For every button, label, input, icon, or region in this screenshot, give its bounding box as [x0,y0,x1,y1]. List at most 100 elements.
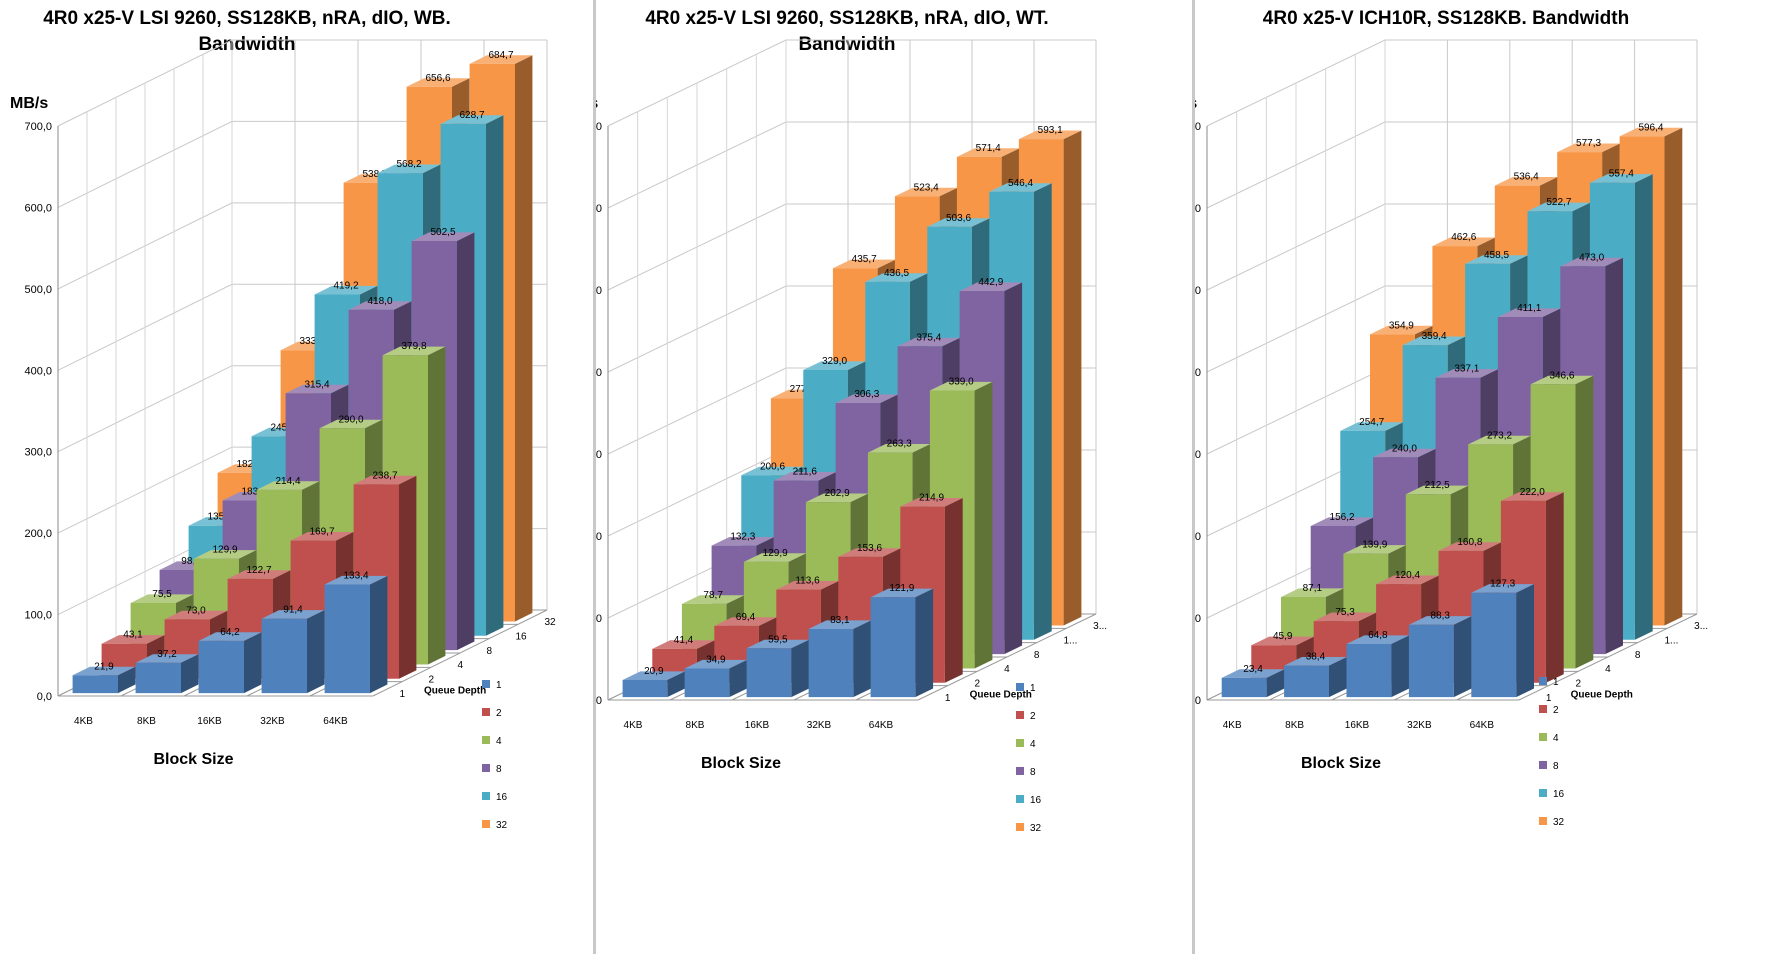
x-tick-label: 32KB [807,720,832,731]
depth-tick-label: 2 [975,679,981,690]
bar-side [915,588,934,698]
x-tick-label: 4KB [624,720,643,731]
bar [622,671,686,698]
data-label: 354,9 [1389,320,1414,331]
x-tick-label: 64KB [869,720,894,731]
legend: 1 2 4 8 16 32 [1016,683,1042,834]
x-axis-title: Block Size [701,755,781,772]
bar-front [324,584,370,694]
legend-swatch [1016,711,1024,719]
data-label: 254,7 [1359,417,1384,428]
chart-canvas: 0,0 100,0 200,0 300,0 400,0 500,0 600,0 700,0 MB… [596,39,1107,834]
legend-label: 2 [1553,705,1559,716]
bar [135,654,199,694]
depth-tick-label: 1 [1546,693,1552,704]
bar-top [469,55,533,64]
bar-side [1063,130,1082,626]
legend-label: 8 [1030,767,1036,778]
bar-top [1619,127,1683,137]
y-tick-label: 500,0 [24,284,52,296]
bar-top [285,384,349,394]
bar-side [399,475,417,679]
bar-top [261,610,325,619]
y-tick-label: 400,0 [1195,367,1201,379]
bar-top [1018,130,1082,140]
floor-line [372,609,548,697]
data-label: 577,3 [1576,138,1601,149]
bar-top [382,346,446,356]
y-tick-label: 500,0 [596,285,602,297]
chart-canvas: 0,0 100,0 200,0 300,0 400,0 500,0 600,0 700,0 MB… [1195,39,1708,828]
bar-side [944,498,963,683]
bar-top [101,635,165,644]
depth-tick-label: 3... [1093,621,1107,632]
legend-label: 32 [1553,817,1565,828]
bar-side [1664,127,1683,626]
data-label: 91,4 [283,605,303,616]
data-label: 211,6 [793,467,818,478]
legend-swatch [482,764,490,772]
y-tick-label: 300,0 [596,449,602,461]
depth-axis-title: Queue Depth [424,686,486,697]
bar-side [428,346,446,665]
data-label: 160,8 [1457,537,1482,548]
data-label: 245,0 [270,422,295,433]
bar-front [808,629,854,698]
x-tick-label: 32KB [260,716,285,727]
legend-swatch [482,736,490,744]
legend-label: 4 [1553,733,1559,744]
bar-top [956,148,1020,157]
depth-axis-title: Queue Depth [1571,690,1633,701]
bar-front [622,680,668,698]
bar-top [1405,485,1469,495]
bar-top [440,115,504,124]
bar-top [319,419,383,429]
bar-top [256,481,320,490]
data-label: 442,9 [978,277,1003,288]
depth-tick-label: 1 [400,689,406,700]
bar-top [348,301,412,310]
bar-side [667,671,686,698]
legend-label: 4 [496,736,502,747]
bar-top [130,594,194,603]
bar-top [711,537,775,546]
bar-top [193,550,257,559]
x-tick-label: 8KB [1285,720,1304,731]
x-tick-label: 32KB [1407,720,1432,731]
data-label: 523,4 [914,182,939,193]
legend-swatch [482,820,490,828]
data-label: 568,2 [396,159,421,170]
data-label: 122,7 [246,565,271,576]
y-tick-label: 700,0 [24,121,52,133]
legend-label: 8 [1553,761,1559,772]
data-label: 273,2 [1487,430,1512,441]
data-label: 45,9 [1273,631,1293,642]
data-label: 69,4 [736,612,756,623]
y-tick-label: 100,0 [24,610,52,622]
bar-top [1408,616,1472,625]
y-tick-label: 0,0 [37,691,52,703]
data-label: 34,9 [706,655,726,666]
bar-side [457,232,475,651]
bar-front [870,597,916,698]
bar-top [198,632,262,641]
data-label: 435,7 [852,254,877,265]
data-label: 139,9 [1362,540,1387,551]
data-label: 436,5 [884,268,909,279]
bar-top [1284,657,1347,666]
data-label: 596,4 [1638,122,1663,133]
bar-top [164,610,228,620]
bar [1408,616,1472,698]
y-tick-label: 100,0 [596,613,602,625]
data-label: 133,4 [343,571,368,582]
data-label: 43,1 [123,630,143,641]
data-label: 557,4 [1609,169,1634,180]
depth-tick-label: 1 [945,693,951,704]
bar-side [307,610,325,694]
legend-swatch [1016,767,1024,775]
chart-canvas: 0,0 100,0 200,0 300,0 400,0 500,0 600,0 700,0 MB… [10,39,556,831]
bar-top [805,493,869,503]
data-label: 120,4 [1395,570,1420,581]
data-label: 593,1 [1038,125,1063,136]
chart-panel-1: 4R0 x25-V LSI 9260, SS128KB, nRA, dIO, W… [0,0,592,954]
